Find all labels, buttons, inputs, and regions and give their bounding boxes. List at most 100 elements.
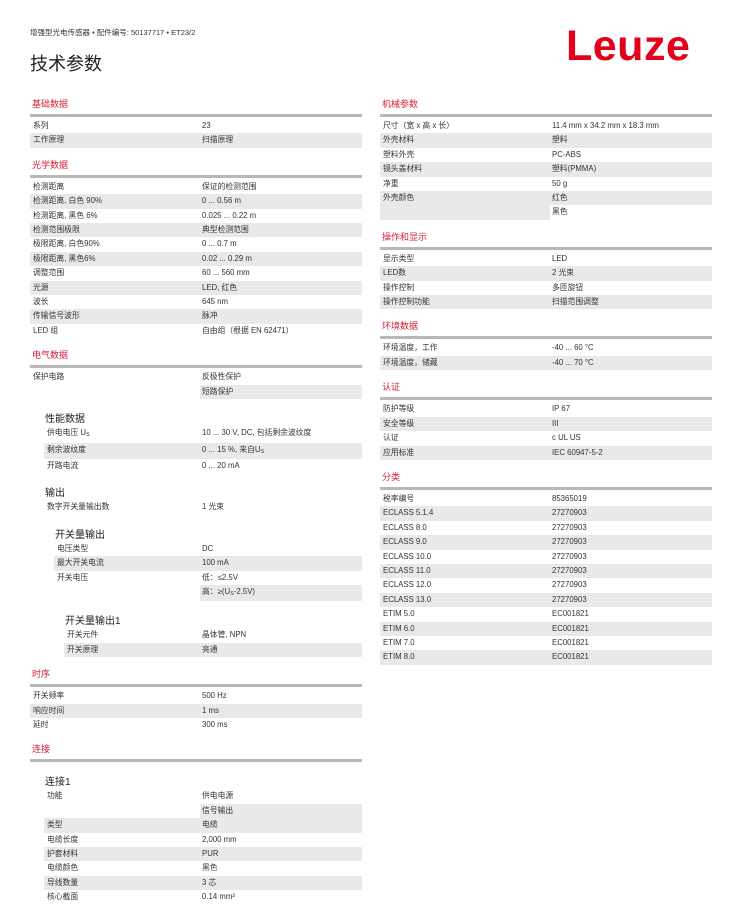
spec-row: 供电电压 US 10 ... 30 V, DC, 包括剩余波纹度 (44, 426, 362, 442)
spec-label: 最大开关电流 (54, 556, 200, 571)
spec-row: 响应时间 1 ms (30, 703, 362, 718)
spec-value: 扫描原理 (200, 133, 362, 148)
spec-label: ETIM 6.0 (380, 621, 550, 636)
spec-values: 0 ... 0.7 m (200, 237, 362, 251)
spec-label: 系列 (33, 121, 49, 130)
spec-row: ECLASS 9.0 27270903 (380, 535, 712, 550)
spec-row: 极限距离, 白色90% 0 ... 0.7 m (30, 237, 362, 251)
spec-label: ECLASS 10.0 (383, 551, 432, 561)
spec-values: 保证的检测范围 (200, 180, 362, 194)
spec-value: 27270903 (550, 506, 712, 521)
spec-row: ETIM 8.0 EC001821 (380, 650, 712, 665)
spec-row: 镜头盖材料 塑料(PMMA) (380, 162, 712, 177)
spec-row: 功能 供电电源 信号输出 (44, 789, 362, 819)
spec-row: 检测距离 保证的检测范围 (30, 180, 362, 194)
spec-values: 3 芯 (200, 875, 362, 891)
spec-section: 认证 防护等级 IP 67 安全等级 III 认证 c UL US 应用标准 IEC 60947… (380, 380, 712, 460)
spec-value: 保证的检测范围 (202, 181, 257, 191)
section-title: 环境数据 (382, 321, 419, 332)
spec-values: 1 ms (200, 703, 362, 718)
spec-row: 系列 23 (30, 119, 362, 133)
spec-row: ECLASS 13.0 27270903 (380, 592, 712, 608)
spec-value: 红色 (550, 191, 712, 206)
spec-label: 数字开关量输出数 (47, 502, 110, 512)
spec-value: EC001821 (550, 650, 712, 665)
spec-row: 调整范围 60 ... 560 mm (30, 266, 362, 280)
spec-row: 尺寸（宽 x 高 x 长） 11.4 mm x 34.2 mm x 18.3 mm (380, 119, 712, 133)
spec-label: ETIM 7.0 (383, 637, 415, 647)
spec-section: 环境数据 环境温度，工作 -40 ... 60 °C 环境温度，储藏 -40 ... 7… (380, 319, 712, 371)
section-divider (380, 397, 712, 401)
spec-row: 电缆长度 2,000 mm (44, 833, 362, 847)
spec-row: 保护电路 反极性保护 短路保护 (30, 370, 362, 400)
spec-label: LED数 (380, 266, 550, 281)
section-title: 光学数据 (32, 159, 69, 170)
spec-row: ETIM 6.0 EC001821 (380, 621, 712, 636)
spec-label: LED 组 (33, 325, 59, 335)
spec-value: -40 ... 60 °C (552, 343, 594, 353)
spec-value: 黑色 (202, 863, 218, 873)
spec-row: 开关频率 500 Hz (30, 689, 362, 703)
spec-value: 85365019 (552, 493, 587, 503)
spec-row: 操作控制功能 扫描范围调整 (380, 295, 712, 310)
spec-value: 脉冲 (200, 309, 362, 324)
spec-section: 操作和显示 显示类型 LED LED数 2 光束 操作控制 多匝旋钮 操作控制功能 扫描范围调整 (380, 230, 712, 310)
spec-value: 0 ... 0.56 m (200, 194, 362, 209)
spec-values: 电缆 (200, 818, 362, 833)
spec-row: 防护等级 IP 67 (380, 402, 712, 416)
spec-row: LED 组 自由组（根据 EN 62471） (30, 324, 362, 338)
spec-label: 外壳颜色 (380, 191, 550, 220)
spec-value: 3 芯 (200, 875, 362, 891)
spec-label: 电缆长度 (47, 834, 79, 844)
section-divider (30, 365, 362, 369)
spec-value: 电缆 (200, 818, 362, 833)
spec-label: 尺寸（宽 x 高 x 长） (383, 121, 455, 130)
spec-row: 开关电压 低：≤2.5V 高：≥(US-2.5V) (54, 571, 362, 602)
spec-value: EC001821 (550, 621, 712, 636)
spec-values: 27270903 (550, 592, 712, 608)
spec-row: LED数 2 光束 (380, 266, 712, 281)
spec-values: LED (550, 252, 712, 266)
spec-value: 短路保护 (200, 384, 362, 400)
spec-label: 税率编号 (383, 493, 415, 503)
spec-values: 1 光束 (200, 500, 362, 514)
left-column: 基础数据 系列 23 工作原理 扫描原理 光学数据 检测距离 保证的检测范围 检测距离, 白色 … (30, 87, 362, 905)
spec-values: 2 光束 (550, 266, 712, 281)
spec-value: 塑料(PMMA) (550, 162, 712, 177)
section-divider (380, 336, 712, 340)
section-title: 基础数据 (32, 99, 69, 109)
spec-value: 0 ... 0.7 m (202, 239, 237, 249)
spec-section: 时序 开关频率 500 Hz 响应时间 1 ms 延时 300 ms (30, 667, 362, 732)
spec-label: 检测距离 (33, 181, 65, 191)
spec-label: 波长 (33, 297, 49, 307)
spec-label: 光源 (30, 280, 200, 296)
spec-label: ECLASS 8.0 (383, 522, 427, 532)
spec-label: 操作控制功能 (380, 295, 550, 310)
spec-values: 黑色 (200, 861, 362, 875)
page-title: 技术参数 (30, 54, 102, 74)
spec-values: 红色 黑色 (550, 191, 712, 220)
spec-label: 塑料外壳 (383, 149, 415, 159)
spec-values: 0.025 ... 0.22 m (200, 209, 362, 223)
subgroup-title: 输出 (45, 488, 65, 500)
spec-label: 应用标准 (380, 445, 550, 460)
spec-label: 显示类型 (383, 253, 415, 263)
spec-row: 应用标准 IEC 60947-5-2 (380, 445, 712, 460)
spec-row: 开路电流 0 ... 20 mA (44, 459, 362, 473)
spec-value: 塑料 (550, 133, 712, 148)
spec-label: ECLASS 11.0 (380, 563, 550, 579)
spec-label: 净重 (383, 178, 399, 188)
spec-label: 安全等级 (380, 416, 550, 432)
spec-value: 供电电源 (202, 791, 234, 801)
spec-row: 操作控制 多匝旋钮 (380, 281, 712, 295)
spec-label: 极限距离, 黑色6% (30, 251, 200, 267)
spec-value: 500 Hz (202, 691, 227, 701)
spec-label: 剩余波纹度 (44, 442, 200, 459)
spec-values: 100 mA (200, 556, 362, 571)
spec-value: 27270903 (550, 592, 712, 608)
spec-value: 60 ... 560 mm (202, 268, 250, 278)
spec-label: 外壳材料 (380, 133, 550, 148)
spec-row: 电压类型 DC (54, 542, 362, 556)
spec-values: LED, 红色 (200, 280, 362, 296)
